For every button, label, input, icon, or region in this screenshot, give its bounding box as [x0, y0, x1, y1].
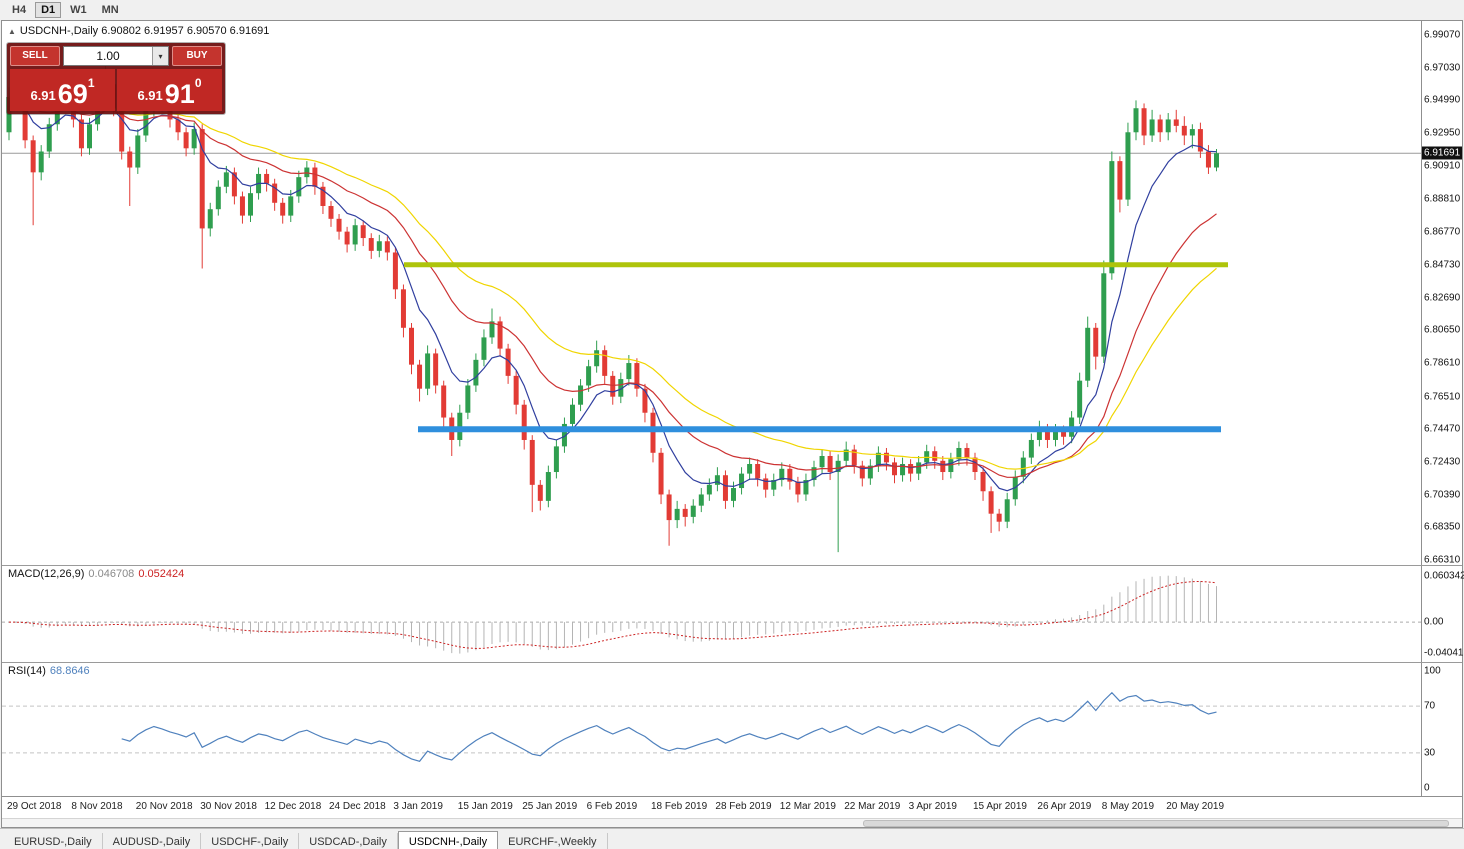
price-tick: 6.72430: [1424, 456, 1461, 468]
macd-tick: 0.060342: [1424, 570, 1464, 582]
date-label: 15 Jan 2019: [457, 801, 513, 812]
buy-price-display[interactable]: 6.91 91 0: [117, 69, 222, 111]
price-tick: 6.84730: [1424, 259, 1461, 271]
volume-input[interactable]: [64, 47, 152, 65]
rsi-tick: 70: [1424, 700, 1436, 712]
price-tick: 6.76510: [1424, 391, 1461, 403]
price-tick: 6.86770: [1424, 226, 1461, 238]
price-tick: 6.94990: [1424, 94, 1461, 106]
date-label: 28 Feb 2019: [715, 801, 772, 812]
chart-tabs-bar: EURUSD-,Daily AUDUSD-,Daily USDCHF-,Daily U…: [0, 828, 1464, 849]
horizontal-scrollbar[interactable]: [2, 818, 1462, 827]
tab-usdchf-daily[interactable]: USDCHF-,Daily: [201, 833, 300, 849]
period-button-d1[interactable]: D1: [35, 2, 62, 18]
price-axis[interactable]: 6.99070 6.97030 6.94990 6.92950 6.90910 6.888…: [1421, 21, 1462, 566]
tab-eurchf-weekly[interactable]: EURCHF-,Weekly: [498, 833, 608, 849]
tab-usdcnh-daily[interactable]: USDCNH-,Daily: [397, 831, 499, 849]
period-button-mn[interactable]: MN: [96, 2, 125, 18]
chart-title: ▲ USDCNH-,Daily 6.90802 6.91957 6.90570 6…: [8, 25, 269, 37]
macd-pane[interactable]: MACD(12,26,9) 0.046708 0.052424 0.060342 0.…: [2, 565, 1464, 662]
tab-eurusd-daily[interactable]: EURUSD-,Daily: [4, 833, 103, 849]
tab-usdcad-daily[interactable]: USDCAD-,Daily: [299, 833, 398, 849]
date-label: 12 Dec 2018: [264, 801, 322, 812]
symbol-ohlc-label: USDCNH-,Daily 6.90802 6.91957 6.90570 6.…: [19, 25, 270, 37]
price-tick: 6.97030: [1424, 62, 1461, 74]
rsi-tick: 100: [1424, 665, 1441, 677]
main-plot[interactable]: [2, 21, 1425, 565]
rsi-label: RSI(14) 68.8646: [8, 665, 90, 677]
current-price-badge: 6.91691: [1422, 146, 1462, 160]
date-label: 6 Feb 2019: [586, 801, 638, 812]
macd-value-signal: 0.052424: [138, 568, 185, 580]
sell-price-display[interactable]: 6.91 69 1: [10, 69, 115, 111]
date-label: 25 Jan 2019: [522, 801, 578, 812]
period-button-h4[interactable]: H4: [6, 2, 32, 18]
rsi-pane[interactable]: RSI(14) 68.8646 100 70 30 0: [2, 662, 1462, 796]
date-label: 20 May 2019: [1166, 801, 1225, 812]
rsi-axis[interactable]: 100 70 30 0: [1421, 663, 1462, 796]
price-tick: 6.68350: [1424, 521, 1461, 533]
date-label: 12 Mar 2019: [779, 801, 836, 812]
scrollbar-thumb[interactable]: [863, 820, 1450, 827]
date-label: 3 Apr 2019: [908, 801, 957, 812]
price-tick: 6.88810: [1424, 193, 1461, 205]
macd-label: MACD(12,26,9) 0.046708 0.052424: [8, 568, 184, 580]
sell-price-pip: 1: [87, 76, 95, 90]
buy-price-prefix: 6.91: [137, 88, 163, 103]
price-tick: 6.90910: [1424, 160, 1461, 172]
buy-button[interactable]: BUY: [172, 46, 222, 66]
period-button-w1[interactable]: W1: [64, 2, 93, 18]
price-tick: 6.66310: [1424, 554, 1461, 566]
rsi-value: 68.8646: [49, 665, 90, 677]
macd-name: MACD(12,26,9): [8, 568, 85, 580]
chart-window: ▲ USDCNH-,Daily 6.90802 6.91957 6.90570 6…: [1, 20, 1464, 828]
collapse-one-click-icon[interactable]: ▲: [8, 27, 16, 36]
date-label: 18 Feb 2019: [651, 801, 708, 812]
macd-tick: 0.00: [1424, 616, 1444, 628]
price-tick: 6.78610: [1424, 357, 1461, 369]
price-tick: 6.82690: [1424, 292, 1461, 303]
sell-button[interactable]: SELL: [10, 46, 60, 66]
price-tick: 6.80650: [1424, 324, 1461, 336]
volume-control: ▾: [63, 46, 169, 66]
rsi-tick: 30: [1424, 747, 1436, 759]
price-tick: 6.70390: [1424, 489, 1461, 501]
price-tick: 6.92950: [1424, 127, 1461, 139]
rsi-tick: 0: [1424, 782, 1430, 794]
price-tick: 6.99070: [1424, 29, 1461, 41]
sell-price-prefix: 6.91: [30, 88, 56, 103]
date-label: 8 May 2019: [1101, 801, 1155, 812]
rsi-plot[interactable]: [2, 663, 1425, 796]
sell-price-big: 69: [57, 79, 88, 110]
date-label: 22 Mar 2019: [844, 801, 901, 812]
period-toolbar: H4 D1 W1 MN: [0, 0, 1464, 20]
date-label: 20 Nov 2018: [135, 801, 193, 812]
macd-plot[interactable]: [2, 566, 1425, 662]
rsi-name: RSI(14): [8, 665, 46, 677]
date-label: 26 Apr 2019: [1037, 801, 1092, 812]
price-tick: 6.74470: [1424, 423, 1461, 435]
macd-tick: -0.040415: [1424, 647, 1464, 659]
main-chart-pane[interactable]: ▲ USDCNH-,Daily 6.90802 6.91957 6.90570 6…: [2, 21, 1462, 566]
volume-dropdown-icon[interactable]: ▾: [152, 47, 168, 65]
time-axis[interactable]: 29 Oct 2018 8 Nov 2018 20 Nov 2018 30 Nov 2…: [2, 796, 1462, 818]
tab-audusd-daily[interactable]: AUDUSD-,Daily: [103, 833, 202, 849]
date-label: 24 Dec 2018: [329, 801, 386, 812]
macd-axis[interactable]: 0.060342 0.00 -0.040415: [1421, 566, 1464, 662]
date-label: 8 Nov 2018: [71, 801, 123, 812]
date-label: 30 Nov 2018: [200, 801, 257, 812]
buy-price-pip: 0: [194, 76, 202, 90]
macd-value-main: 0.046708: [88, 568, 135, 580]
date-label: 29 Oct 2018: [7, 801, 62, 812]
date-label: 15 Apr 2019: [973, 801, 1027, 812]
date-label: 3 Jan 2019: [393, 801, 443, 812]
buy-price-big: 91: [164, 79, 195, 110]
